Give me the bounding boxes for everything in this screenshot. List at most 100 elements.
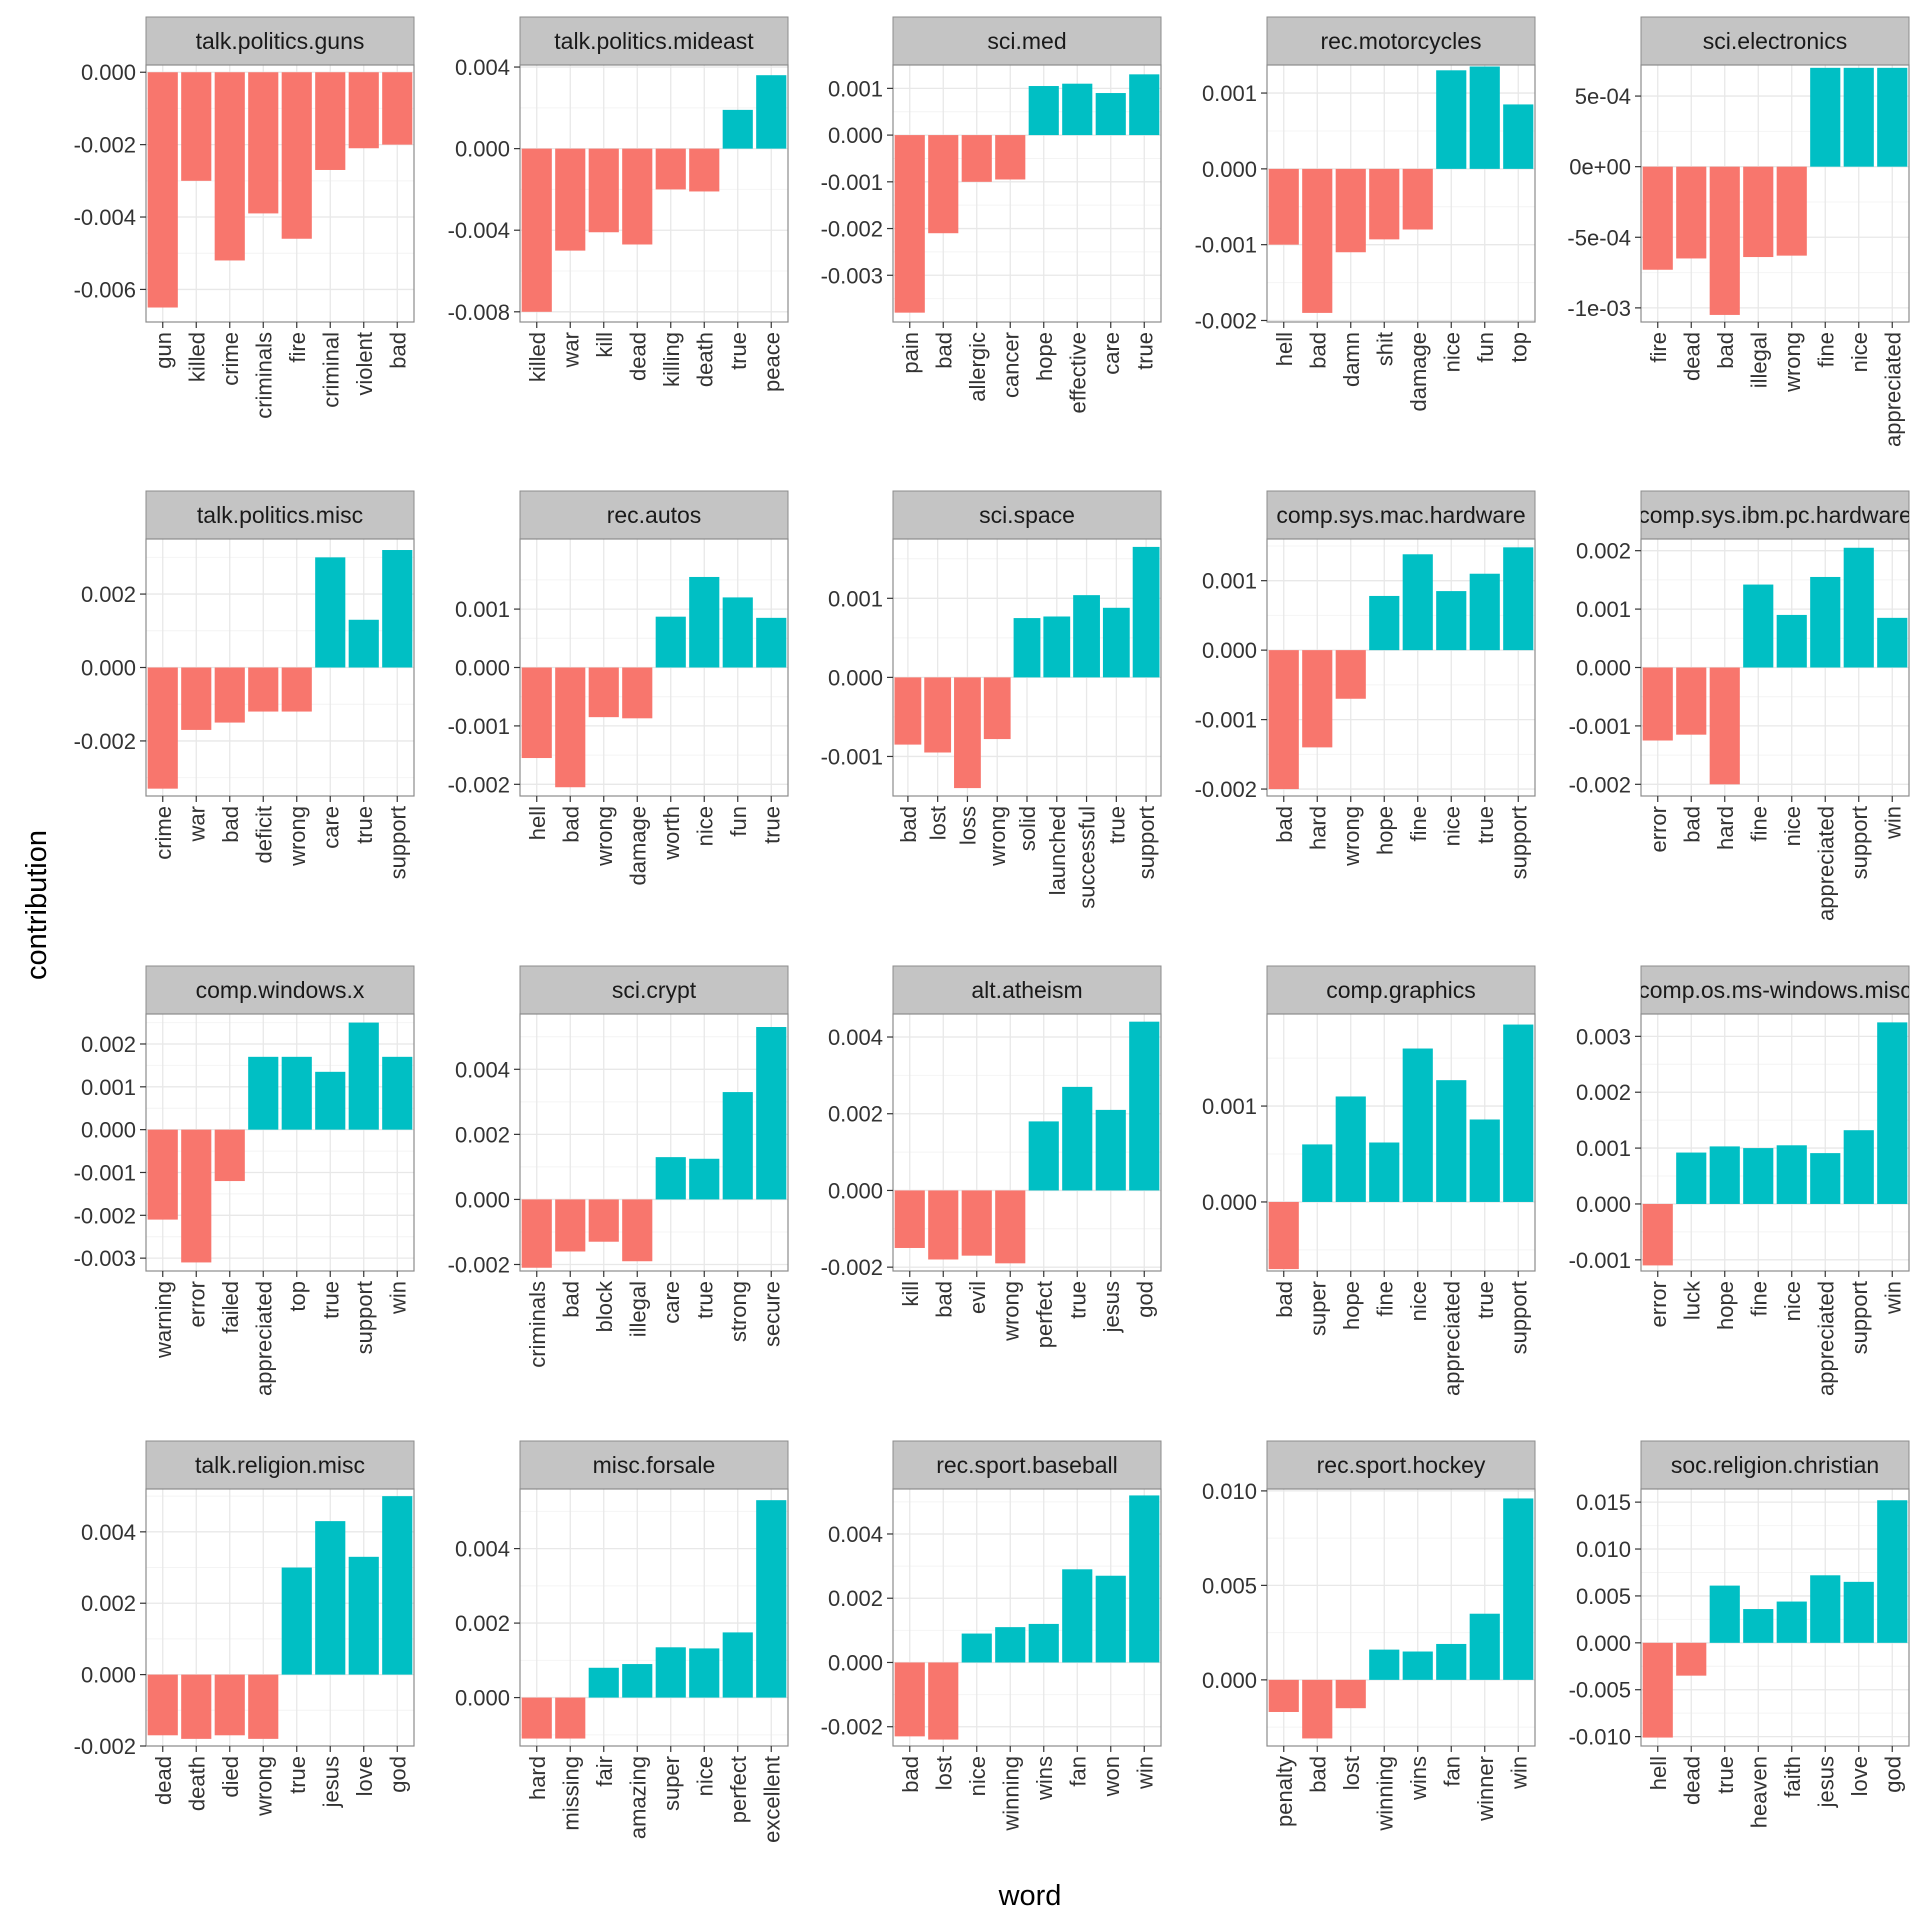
panel-border	[1640, 1488, 1910, 1747]
facet-title: alt.atheism	[971, 977, 1082, 1003]
y-tick-label: -0.005	[1569, 1678, 1631, 1703]
facet-panel: comp.windows.x 0.002 0.001 0.000 -0.001 -0.00…	[74, 965, 415, 1396]
x-tick-label: bad	[1272, 1281, 1297, 1318]
bar	[1503, 104, 1534, 169]
x-tick-label: hell	[1646, 1756, 1671, 1790]
bar	[1302, 650, 1333, 748]
bar	[995, 135, 1026, 180]
bar	[147, 1674, 178, 1736]
y-tick-label: 0.000	[455, 656, 510, 681]
x-tick-label: fine	[1813, 332, 1838, 367]
x-tick-label: fine	[1746, 1281, 1771, 1316]
x-tick-label: winner	[1473, 1756, 1498, 1822]
x-tick-label: wrong	[251, 1756, 276, 1817]
bar	[1642, 1203, 1673, 1266]
bar	[689, 1158, 720, 1200]
bar	[147, 667, 178, 789]
bar	[655, 148, 686, 190]
x-tick-label: true	[726, 332, 751, 370]
bar	[1642, 1642, 1673, 1738]
y-tick-label: 0.001	[1202, 81, 1257, 106]
x-tick-label: true	[692, 1281, 717, 1319]
x-tick-label: top	[1506, 332, 1531, 363]
facet-panel: talk.politics.guns 0.000 -0.002 -0.004 -0.00…	[74, 16, 415, 419]
facet-strip	[519, 965, 789, 1015]
facet-panel: rec.motorcycles 0.001 0.000 -0.001 -0.002 hel…	[1195, 16, 1536, 412]
bar	[894, 135, 925, 313]
bar	[1843, 547, 1874, 668]
bar	[555, 1697, 586, 1739]
x-tick-label: damage	[1406, 332, 1431, 412]
bar	[214, 1129, 245, 1182]
y-tick-label: 0e+00	[1569, 155, 1631, 180]
bar	[248, 72, 279, 214]
y-tick-label: -0.002	[448, 1252, 510, 1277]
x-tick-label: true	[1473, 1281, 1498, 1319]
y-tick-label: 0.000	[455, 137, 510, 162]
x-tick-label: hope	[1372, 806, 1397, 855]
bar	[689, 576, 720, 668]
bar	[928, 1190, 959, 1260]
x-tick-label: true	[1132, 332, 1157, 370]
x-tick-label: criminal	[318, 332, 343, 408]
facet-title: comp.sys.mac.hardware	[1276, 502, 1525, 528]
bar	[382, 1056, 413, 1130]
y-tick-label: -0.002	[448, 772, 510, 797]
bar	[1369, 595, 1400, 651]
panel-border	[1640, 1013, 1910, 1272]
bar	[248, 1674, 279, 1739]
bar	[1132, 546, 1160, 678]
x-tick-label: support	[1506, 806, 1531, 879]
x-tick-label: bad	[896, 806, 921, 843]
y-tick-label: -0.002	[74, 1203, 136, 1228]
y-tick-label: -0.001	[1569, 714, 1631, 739]
bar	[1843, 67, 1874, 167]
bar	[928, 135, 959, 234]
bar	[1642, 166, 1673, 270]
bar	[1028, 86, 1059, 136]
x-tick-label: illegal	[1746, 332, 1771, 388]
y-tick-label: -0.003	[821, 263, 883, 288]
y-tick-label: 0.000	[1202, 1190, 1257, 1215]
facet-strip	[892, 965, 1162, 1015]
x-tick-label: nice	[692, 806, 717, 846]
x-tick-label: care	[318, 806, 343, 849]
bar	[1709, 1146, 1740, 1204]
y-tick-label: -0.001	[1195, 708, 1257, 733]
bar	[1843, 1581, 1874, 1643]
y-tick-label: 0.010	[1576, 1537, 1631, 1562]
bar	[1469, 1119, 1500, 1202]
bar	[521, 1199, 552, 1268]
bar	[1436, 1643, 1467, 1680]
x-tick-label: bad	[385, 332, 410, 369]
x-tick-label: war	[558, 332, 583, 368]
facet-panel: rec.autos 0.001 0.000 -0.001 -0.002 hell bad wr…	[448, 490, 789, 886]
x-tick-label: dead	[151, 1756, 176, 1805]
y-tick-label: 0.000	[828, 1178, 883, 1203]
bar	[689, 148, 720, 192]
x-tick-label: bad	[1305, 1756, 1330, 1793]
bar	[1503, 547, 1534, 651]
y-tick-label: 0.002	[828, 1586, 883, 1611]
x-tick-label: pain	[898, 332, 923, 374]
y-tick-label: 0.003	[1576, 1024, 1631, 1049]
bar	[315, 1521, 346, 1675]
y-tick-label: 0.004	[455, 55, 510, 80]
y-tick-label: 0.004	[828, 1025, 883, 1050]
bar	[1877, 1500, 1908, 1643]
bar	[655, 1157, 686, 1200]
facet-title: rec.motorcycles	[1320, 28, 1481, 54]
facet-title: sci.crypt	[612, 977, 697, 1003]
facet-panel: comp.sys.mac.hardware 0.001 0.000 -0.001 -0.…	[1195, 490, 1536, 879]
panel-border	[892, 1488, 1162, 1747]
bar	[1709, 1585, 1740, 1643]
x-tick-label: kill	[898, 1281, 923, 1307]
x-tick-label: crime	[218, 332, 243, 386]
x-tick-label: death	[184, 1756, 209, 1811]
y-tick-label: -0.002	[1195, 777, 1257, 802]
y-tick-label: 0.000	[1576, 1192, 1631, 1217]
bar	[1095, 1109, 1126, 1191]
bar	[588, 148, 619, 233]
bar	[1743, 1148, 1774, 1204]
x-tick-label: crime	[151, 806, 176, 860]
